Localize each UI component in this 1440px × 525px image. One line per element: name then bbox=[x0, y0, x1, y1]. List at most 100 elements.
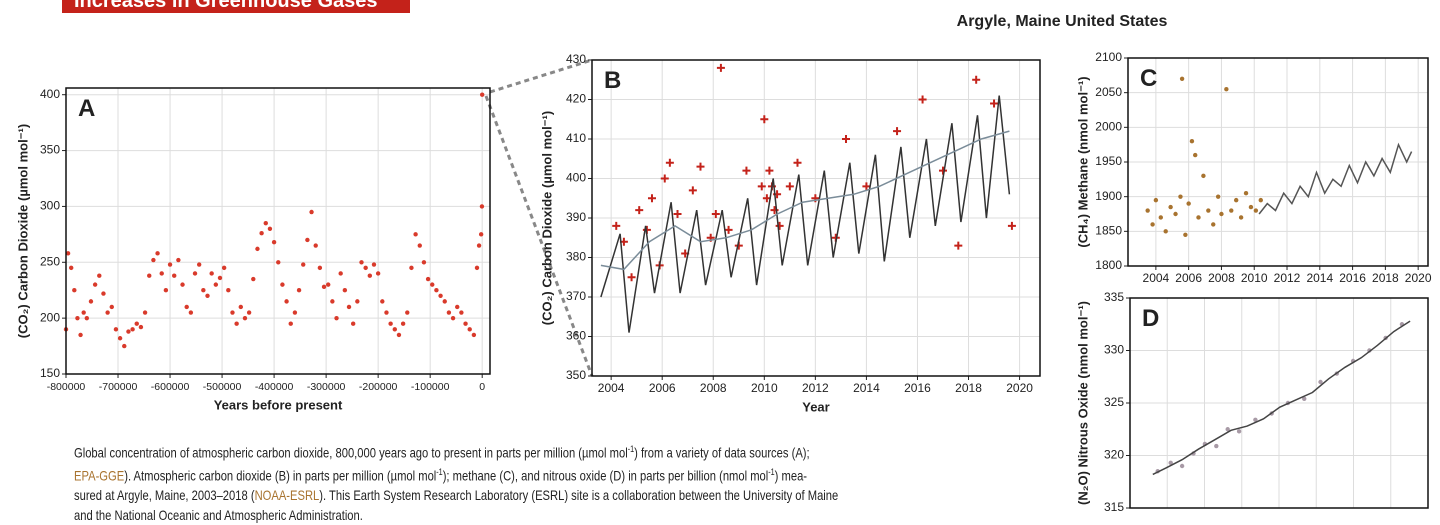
data-point bbox=[765, 166, 774, 175]
caption-text: Global concentration of atmospheric carb… bbox=[74, 444, 628, 461]
data-point bbox=[88, 299, 94, 304]
data-point bbox=[474, 265, 480, 271]
x-tick-label: -400000 bbox=[255, 381, 294, 393]
data-point bbox=[363, 265, 368, 271]
data-point bbox=[267, 226, 273, 231]
data-point bbox=[471, 332, 477, 338]
data-point bbox=[1215, 194, 1221, 199]
x-tick-label: 2004 bbox=[1143, 271, 1170, 285]
data-point bbox=[147, 273, 152, 278]
x-tick-label: 2008 bbox=[700, 381, 727, 395]
data-point bbox=[305, 237, 310, 243]
data-point bbox=[1236, 429, 1242, 434]
data-point bbox=[205, 293, 210, 298]
data-point bbox=[122, 343, 127, 349]
data-point bbox=[105, 310, 110, 315]
data-point bbox=[1183, 232, 1188, 237]
data-point bbox=[1186, 201, 1191, 206]
data-point bbox=[388, 321, 393, 326]
data-point bbox=[434, 288, 439, 293]
y-tick-label: 150 bbox=[40, 366, 60, 380]
data-point bbox=[280, 282, 285, 287]
panel-label: D bbox=[1142, 305, 1159, 332]
caption-line: Global concentration of atmospheric carb… bbox=[74, 440, 838, 463]
data-point bbox=[355, 299, 360, 304]
data-point bbox=[184, 304, 189, 310]
x-tick-label: -200000 bbox=[359, 381, 398, 393]
data-point bbox=[635, 206, 644, 215]
data-point bbox=[176, 257, 181, 263]
data-point bbox=[760, 115, 769, 124]
data-point bbox=[400, 321, 406, 326]
data-point bbox=[972, 75, 981, 84]
banner-title: Increases in Greenhouse Gases bbox=[74, 0, 378, 12]
data-point bbox=[446, 310, 452, 315]
caption-text: ); methane (C), and nitrous oxide (D) in… bbox=[442, 467, 769, 484]
x-axis-title: Years before present bbox=[214, 397, 343, 412]
caption-line: and the National Oceanic and Atmospheric… bbox=[74, 506, 838, 525]
data-point bbox=[1153, 197, 1159, 203]
y-axis-title: (CH₄) Methane (nmol mol⁻¹) bbox=[1075, 76, 1090, 247]
data-point bbox=[380, 299, 385, 304]
data-point bbox=[238, 304, 244, 310]
caption-line: sured at Argyle, Maine, 2003–2018 (NOAA-… bbox=[74, 486, 838, 506]
y-tick-label: 410 bbox=[566, 131, 586, 145]
x-tick-label: -600000 bbox=[151, 381, 190, 393]
data-point bbox=[1318, 379, 1323, 385]
x-tick-label: 2006 bbox=[649, 381, 676, 395]
data-point bbox=[230, 310, 235, 315]
data-point bbox=[72, 288, 77, 293]
data-point bbox=[938, 166, 947, 175]
x-tick-label: 2018 bbox=[955, 381, 982, 395]
data-point bbox=[1214, 443, 1219, 449]
data-point bbox=[130, 327, 135, 332]
data-point bbox=[84, 315, 90, 321]
data-point bbox=[330, 299, 335, 304]
data-point bbox=[75, 315, 80, 321]
data-point bbox=[217, 275, 223, 281]
data-point bbox=[1229, 208, 1234, 213]
x-tick-label: 2010 bbox=[1241, 271, 1268, 285]
x-tick-label: -700000 bbox=[99, 381, 138, 393]
plot-frame bbox=[1127, 57, 1429, 267]
data-point bbox=[138, 324, 144, 330]
data-point bbox=[196, 262, 202, 267]
data-point bbox=[342, 288, 348, 293]
data-point bbox=[627, 273, 636, 282]
x-tick-label: -300000 bbox=[307, 381, 346, 393]
y-tick-label: 400 bbox=[40, 87, 60, 101]
data-point bbox=[1211, 222, 1216, 227]
data-point bbox=[255, 246, 260, 252]
data-point bbox=[126, 329, 131, 334]
caption-text: ). This Earth System Research Laboratory… bbox=[319, 487, 839, 504]
data-point bbox=[1253, 417, 1258, 422]
x-tick-label: 2014 bbox=[1306, 271, 1333, 285]
data-point bbox=[246, 310, 252, 315]
connector bbox=[484, 95, 594, 377]
data-point bbox=[1225, 427, 1230, 432]
data-point bbox=[92, 282, 98, 287]
data-point bbox=[113, 327, 119, 332]
data-point bbox=[785, 182, 794, 191]
y-tick-label: 360 bbox=[566, 329, 586, 343]
data-point bbox=[1158, 215, 1163, 220]
data-point bbox=[1179, 76, 1185, 82]
caption-text: ) mea- bbox=[774, 467, 808, 484]
caption: Global concentration of atmospheric carb… bbox=[74, 440, 838, 525]
x-tick-label: 0 bbox=[479, 381, 485, 393]
data-point bbox=[413, 232, 418, 237]
data-point bbox=[442, 299, 447, 304]
y-tick-label: 350 bbox=[566, 368, 586, 382]
y-tick-label: 400 bbox=[566, 171, 586, 185]
data-point bbox=[209, 271, 214, 276]
y-tick-label: 380 bbox=[566, 250, 586, 264]
y-tick-label: 2100 bbox=[1095, 50, 1122, 64]
x-tick-label: 2008 bbox=[1208, 271, 1235, 285]
y-tick-label: 430 bbox=[566, 52, 586, 66]
data-point bbox=[476, 243, 482, 248]
data-point bbox=[724, 225, 733, 234]
y-tick-label: 200 bbox=[40, 310, 60, 324]
x-tick-label: 2012 bbox=[802, 381, 829, 395]
data-point bbox=[359, 260, 364, 265]
caption-text: NOAA-ESRL bbox=[254, 487, 320, 504]
